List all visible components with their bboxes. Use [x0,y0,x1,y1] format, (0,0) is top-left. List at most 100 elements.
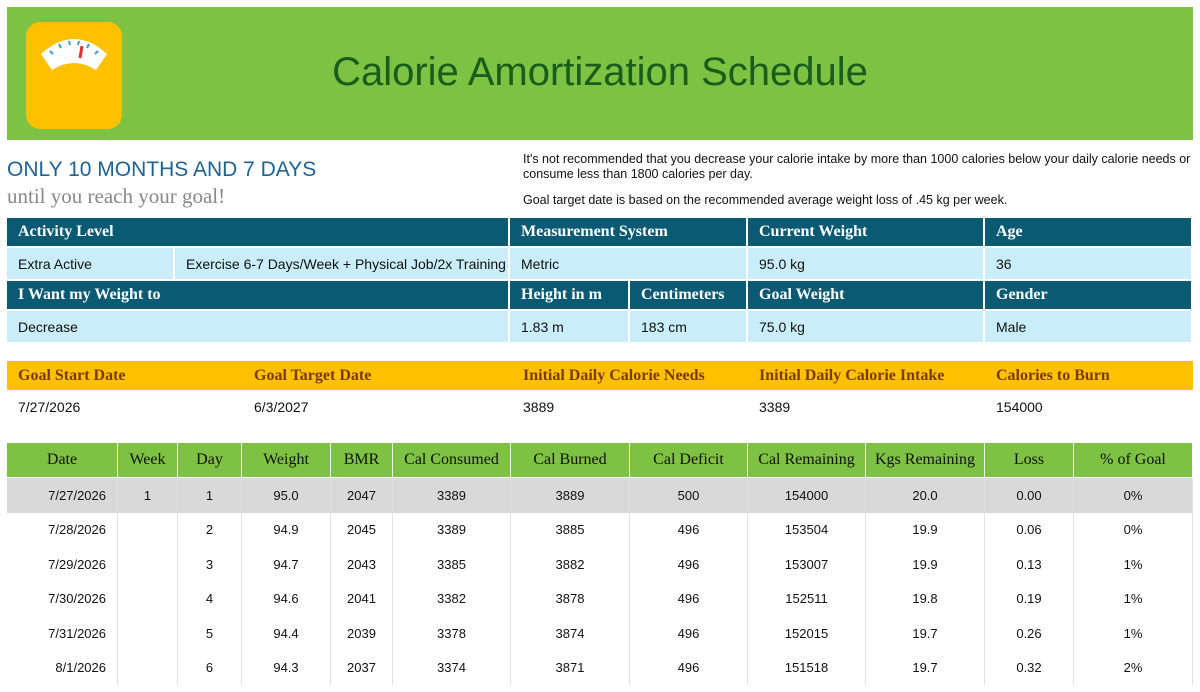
schedule-cell: 2% [1074,650,1193,685]
schedule-cell: 94.9 [242,512,331,547]
schedule-cell: 3 [178,547,242,582]
schedule-cell: 3382 [393,581,511,616]
schedule-cell: 496 [630,616,748,651]
schedule-cell: 95.0 [242,478,331,513]
schedule-cell: 2041 [331,581,393,616]
schedule-cell: 152015 [748,616,866,651]
schedule-cell: 3389 [393,512,511,547]
schedule-cell: 7/31/2026 [7,616,118,651]
schedule-cell: 94.6 [242,581,331,616]
schedule-cell [118,581,178,616]
column-header: Loss [985,443,1074,477]
schedule-cell: 20.0 [866,478,985,513]
schedule-cell: 3378 [393,616,511,651]
schedule-cell: 1 [118,478,178,513]
schedule-cell: 3885 [511,512,630,547]
schedule-cell: 4 [178,581,242,616]
schedule-cell: 1% [1074,616,1193,651]
schedule-cell: 3889 [511,478,630,513]
header-band [7,7,1193,140]
schedule-cell: 3882 [511,547,630,582]
schedule-cell: 151518 [748,650,866,685]
schedule-cell: 8/1/2026 [7,650,118,685]
column-header: Week [118,443,178,477]
schedule-cell: 94.7 [242,547,331,582]
schedule-cell: 153504 [748,512,866,547]
schedule-cell: 0.32 [985,650,1074,685]
profile-header: Goal Weight [748,281,985,309]
schedule-cell: 152511 [748,581,866,616]
schedule-cell: 0% [1074,478,1193,513]
profile-value: Exercise 6-7 Days/Week + Physical Job/2x… [175,248,510,279]
schedule-cell: 496 [630,547,748,582]
goal-header: Goal Target Date [243,361,512,390]
profile-header: Measurement System [510,218,748,246]
column-header: Date [7,443,118,477]
goal-value: 7/27/2026 [18,399,81,415]
column-header: % of Goal [1074,443,1193,477]
profile-header: Age [985,218,1193,246]
profile-value: Extra Active [7,248,175,279]
schedule-cell: 3389 [393,478,511,513]
headline: ONLY 10 MONTHS AND 7 DAYS [7,158,317,181]
schedule-cell: 3878 [511,581,630,616]
schedule-cell: 0.06 [985,512,1074,547]
schedule-cell: 500 [630,478,748,513]
schedule-cell: 94.3 [242,650,331,685]
page-title: Calorie Amortization Schedule [332,50,868,94]
schedule-cell [118,616,178,651]
profile-value: Decrease [7,311,510,342]
note: It's not recommended that you decrease y… [523,152,1191,181]
schedule-cell: 2039 [331,616,393,651]
profile-value: 75.0 kg [748,311,985,342]
schedule-cell [118,512,178,547]
profile-header: Activity Level [7,218,510,246]
scale-icon [26,22,122,129]
schedule-cell: 7/30/2026 [7,581,118,616]
schedule-cell: 1% [1074,547,1193,582]
schedule-cell: 3874 [511,616,630,651]
schedule-cell [118,650,178,685]
schedule-cell: 153007 [748,547,866,582]
schedule-cell: 0.19 [985,581,1074,616]
schedule-cell: 19.9 [866,512,985,547]
profile-value: 95.0 kg [748,248,985,279]
subline: until you reach your goal! [7,184,226,208]
column-header: Weight [242,443,331,477]
profile-value: 183 cm [630,311,748,342]
schedule-cell: 1 [178,478,242,513]
goal-header: Calories to Burn [985,361,1193,390]
goal-header: Initial Daily Calorie Needs [512,361,748,390]
schedule-cell: 19.8 [866,581,985,616]
goal-value: 3389 [759,399,791,415]
column-header: Cal Burned [511,443,630,477]
schedule-cell: 1% [1074,581,1193,616]
schedule-cell: 3385 [393,547,511,582]
schedule-cell: 0.26 [985,616,1074,651]
column-header: Cal Deficit [630,443,748,477]
schedule-cell: 3374 [393,650,511,685]
profile-value: Male [985,311,1193,342]
schedule-cell [118,547,178,582]
schedule-cell: 154000 [748,478,866,513]
schedule-cell: 6 [178,650,242,685]
column-header: Kgs Remaining [866,443,985,477]
profile-header: Centimeters [630,281,748,309]
schedule-cell: 5 [178,616,242,651]
schedule-cell: 0.13 [985,547,1074,582]
schedule-cell: 2043 [331,547,393,582]
goal-header: Initial Daily Calorie Intake [748,361,985,390]
schedule-cell: 7/28/2026 [7,512,118,547]
goal-value: 3889 [523,399,555,415]
schedule-cell: 2045 [331,512,393,547]
profile-value: 1.83 m [510,311,630,342]
note: Goal target date is based on the recomme… [523,193,1008,207]
profile-value: 36 [985,248,1193,279]
goal-header: Goal Start Date [7,361,243,390]
profile-header: I Want my Weight to [7,281,510,309]
column-header: Day [178,443,242,477]
schedule-cell: 3871 [511,650,630,685]
schedule-cell: 0.00 [985,478,1074,513]
schedule-cell: 0% [1074,512,1193,547]
